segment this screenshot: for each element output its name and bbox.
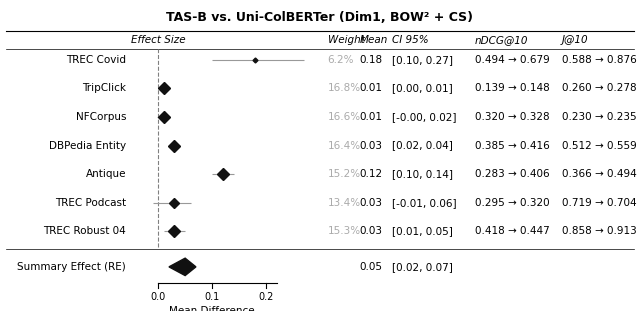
Polygon shape — [169, 258, 196, 276]
Text: Antique: Antique — [86, 169, 126, 179]
Text: [0.01, 0.05]: [0.01, 0.05] — [392, 226, 452, 236]
Text: 0.2: 0.2 — [259, 292, 274, 302]
Text: [0.10, 0.27]: [0.10, 0.27] — [392, 55, 452, 65]
Text: 0.0: 0.0 — [150, 292, 166, 302]
Text: 0.295 → 0.320: 0.295 → 0.320 — [475, 198, 550, 208]
Text: 0.588 → 0.876: 0.588 → 0.876 — [562, 55, 637, 65]
Text: [0.10, 0.14]: [0.10, 0.14] — [392, 169, 452, 179]
Text: 16.8%: 16.8% — [328, 83, 361, 93]
Text: 16.6%: 16.6% — [328, 112, 361, 122]
Text: 0.385 → 0.416: 0.385 → 0.416 — [475, 141, 550, 151]
Text: [0.00, 0.01]: [0.00, 0.01] — [392, 83, 452, 93]
Text: 0.366 → 0.494: 0.366 → 0.494 — [562, 169, 637, 179]
Text: 0.1: 0.1 — [205, 292, 220, 302]
Text: NFCorpus: NFCorpus — [76, 112, 126, 122]
Text: 6.2%: 6.2% — [328, 55, 354, 65]
Text: 16.4%: 16.4% — [328, 141, 361, 151]
Text: 0.01: 0.01 — [360, 112, 383, 122]
Text: 0.12: 0.12 — [360, 169, 383, 179]
Text: Effect Size: Effect Size — [131, 35, 186, 45]
Text: [-0.01, 0.06]: [-0.01, 0.06] — [392, 198, 456, 208]
Text: TAS-B vs. Uni-ColBERTer (Dim1, BOW² + CS): TAS-B vs. Uni-ColBERTer (Dim1, BOW² + CS… — [166, 11, 474, 24]
Text: 13.4%: 13.4% — [328, 198, 361, 208]
Text: DBPedia Entity: DBPedia Entity — [49, 141, 126, 151]
Text: [0.02, 0.04]: [0.02, 0.04] — [392, 141, 452, 151]
Text: Summary Effect (RE): Summary Effect (RE) — [17, 262, 126, 272]
Text: [-0.00, 0.02]: [-0.00, 0.02] — [392, 112, 456, 122]
Text: 0.283 → 0.406: 0.283 → 0.406 — [475, 169, 550, 179]
Text: 15.2%: 15.2% — [328, 169, 361, 179]
Text: 0.03: 0.03 — [360, 141, 383, 151]
Text: 0.320 → 0.328: 0.320 → 0.328 — [475, 112, 550, 122]
Text: 0.719 → 0.704: 0.719 → 0.704 — [562, 198, 637, 208]
Text: Weight: Weight — [328, 35, 365, 45]
Text: CI 95%: CI 95% — [392, 35, 428, 45]
Text: 0.418 → 0.447: 0.418 → 0.447 — [475, 226, 550, 236]
Text: 0.18: 0.18 — [360, 55, 383, 65]
Text: 0.03: 0.03 — [360, 226, 383, 236]
Text: Mean Difference: Mean Difference — [170, 306, 255, 311]
Text: 0.05: 0.05 — [360, 262, 383, 272]
Text: 15.3%: 15.3% — [328, 226, 361, 236]
Text: 0.260 → 0.278: 0.260 → 0.278 — [562, 83, 637, 93]
Text: 0.230 → 0.235: 0.230 → 0.235 — [562, 112, 637, 122]
Text: [0.02, 0.07]: [0.02, 0.07] — [392, 262, 452, 272]
Text: nDCG@10: nDCG@10 — [475, 35, 529, 45]
Text: 0.01: 0.01 — [360, 83, 383, 93]
Text: TREC Covid: TREC Covid — [66, 55, 126, 65]
Text: 0.139 → 0.148: 0.139 → 0.148 — [475, 83, 550, 93]
Text: TripClick: TripClick — [82, 83, 126, 93]
Text: TREC Robust 04: TREC Robust 04 — [44, 226, 126, 236]
Text: 0.03: 0.03 — [360, 198, 383, 208]
Text: 0.858 → 0.913: 0.858 → 0.913 — [562, 226, 637, 236]
Text: Mean: Mean — [360, 35, 388, 45]
Text: 0.494 → 0.679: 0.494 → 0.679 — [475, 55, 550, 65]
Text: J@10: J@10 — [562, 35, 589, 45]
Text: 0.512 → 0.559: 0.512 → 0.559 — [562, 141, 637, 151]
Text: TREC Podcast: TREC Podcast — [55, 198, 126, 208]
